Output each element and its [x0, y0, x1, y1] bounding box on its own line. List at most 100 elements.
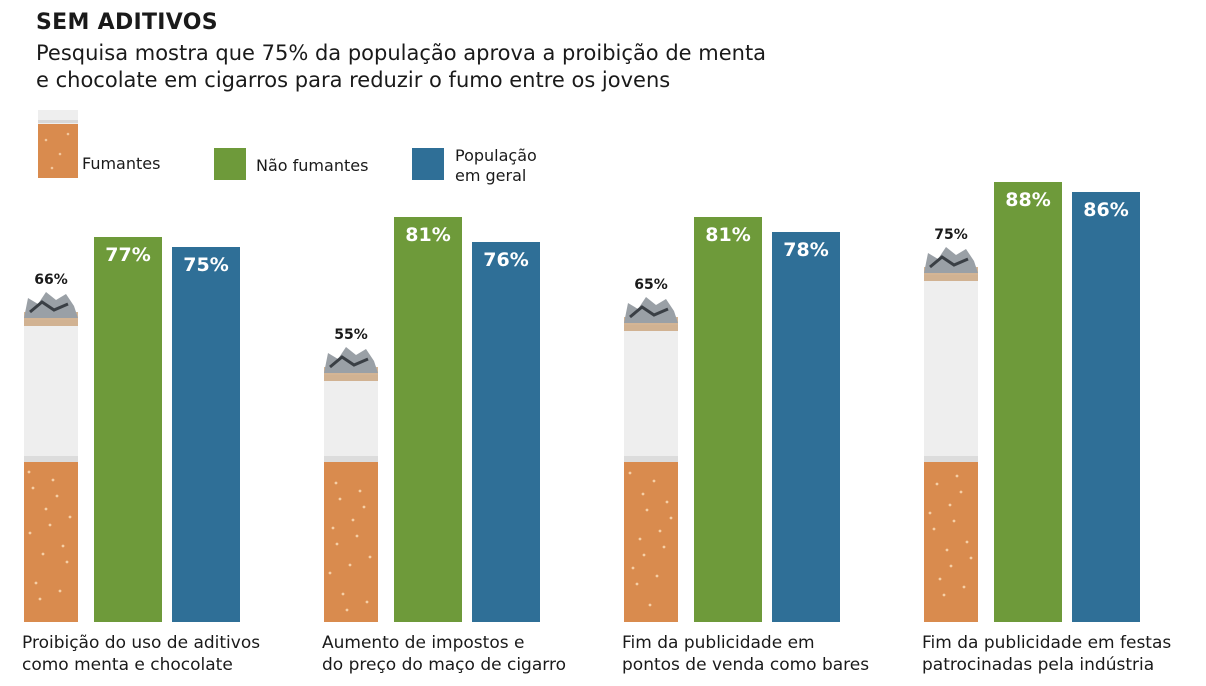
- cigarette-speckle: [28, 531, 32, 535]
- cigarette-speckle: [335, 542, 339, 546]
- cigarette-speckle: [942, 593, 946, 597]
- subtitle-line-1: Pesquisa mostra que 75% da população apr…: [36, 41, 767, 65]
- cigarette-speckle: [38, 597, 42, 601]
- data-label-smokers: 55%: [334, 327, 368, 343]
- bar-general: [772, 232, 840, 622]
- bar-general: [472, 242, 540, 622]
- category-label: Fim da publicidade em pontos de venda co…: [622, 632, 869, 676]
- legend-general-line-1: População: [455, 146, 537, 165]
- cigarette-paper: [24, 320, 78, 462]
- cigarette-speckle: [631, 566, 635, 570]
- cigarette-speckle: [655, 574, 659, 578]
- bar-non-smokers: [994, 182, 1062, 622]
- category-label-line: do preço do maço de cigarro: [322, 655, 566, 675]
- data-label-smokers: 66%: [34, 272, 68, 288]
- cigarette-speckle: [34, 581, 38, 585]
- cigarette-speckle: [638, 537, 642, 541]
- cigarette-speckle: [641, 492, 645, 496]
- chart-subtitle: Pesquisa mostra que 75% da população apr…: [36, 40, 936, 94]
- data-label-smokers: 65%: [634, 277, 668, 293]
- cigarette-ash-shadow: [629, 305, 669, 319]
- category-label-line: Fim da publicidade em: [622, 633, 815, 653]
- cigarette-speckle: [662, 545, 666, 549]
- chart-title: SEM ADITIVOS: [36, 10, 218, 35]
- legend-swatch-non-smokers: [214, 148, 246, 180]
- cigarette-speckle: [945, 548, 949, 552]
- category-label-line: Proibição do uso de aditivos: [22, 633, 261, 653]
- data-label-non-smokers: 81%: [405, 224, 450, 246]
- data-label-smokers: 75%: [934, 227, 968, 243]
- data-label-non-smokers: 77%: [105, 244, 150, 266]
- cigarette-ash: [624, 297, 678, 323]
- cigarette-speckle: [635, 582, 639, 586]
- cigarette-paper-band: [24, 456, 78, 462]
- category-label: Proibição do uso de aditivos como menta …: [22, 632, 260, 676]
- cigarette-speckle: [48, 523, 52, 527]
- cigarette-ash: [924, 247, 978, 273]
- cigarette-filter: [624, 462, 678, 622]
- cigarette-speckle: [628, 471, 632, 475]
- cigarette-speckle: [949, 564, 953, 568]
- cigarette-speckle: [962, 585, 966, 589]
- legend-cigarette-icon: [38, 110, 78, 178]
- cigarette-speckle: [68, 515, 72, 519]
- cigarette-speckle: [27, 470, 31, 474]
- cigarette-speckle: [959, 490, 963, 494]
- cigarette-speckle: [955, 474, 959, 478]
- cigarette-speckle: [665, 500, 669, 504]
- cigarette-paper: [324, 375, 378, 462]
- category-label-line: Fim da publicidade em festas: [922, 633, 1172, 653]
- cigarette-speckle: [61, 544, 65, 548]
- bar-general: [172, 247, 240, 622]
- category-label-line: patrocinadas pela indústria: [922, 655, 1155, 675]
- cigarette-speckle: [31, 486, 35, 490]
- cigarette-paper: [924, 275, 978, 462]
- cigarette-speckle: [55, 494, 59, 498]
- category-label-line: pontos de venda como bares: [622, 655, 870, 675]
- data-label-general: 86%: [1083, 199, 1128, 221]
- cigarette-speckle: [368, 555, 372, 559]
- cigarette-speckle: [362, 505, 366, 509]
- cigarette-speckle: [652, 479, 656, 483]
- cigarette-speckle: [358, 489, 362, 493]
- cigarette-speckle: [355, 534, 359, 538]
- cigarette-speckle: [648, 603, 652, 607]
- cigarette-ash-shadow: [929, 255, 969, 269]
- cigarette-speckle: [341, 592, 345, 596]
- cigarette-speckle: [351, 518, 355, 522]
- data-label-non-smokers: 81%: [705, 224, 750, 246]
- cigarette-speckle: [65, 560, 69, 564]
- cigarette-speckle: [44, 507, 48, 511]
- legend-label-general: População em geral: [455, 146, 537, 186]
- data-label-non-smokers: 88%: [1005, 189, 1050, 211]
- cigarette-speckle: [965, 540, 969, 544]
- cigarette-speckle: [952, 519, 956, 523]
- category-label: Aumento de impostos e do preço do maço d…: [322, 632, 566, 676]
- category-label-line: como menta e chocolate: [22, 655, 233, 675]
- cigarette-speckle: [41, 552, 45, 556]
- bar-general: [1072, 192, 1140, 622]
- cigarette-speckle: [345, 608, 349, 612]
- cigarette-ash-shadow: [329, 355, 369, 369]
- cigarette-speckle: [348, 563, 352, 567]
- legend-label-smokers: Fumantes: [82, 154, 161, 173]
- bar-non-smokers: [94, 237, 162, 622]
- cigarette-speckle: [948, 503, 952, 507]
- cigarette-speckle: [669, 516, 673, 520]
- legend-label-non-smokers: Não fumantes: [256, 156, 369, 175]
- cigarette-filter: [924, 462, 978, 622]
- cigarette-paper-band: [924, 456, 978, 462]
- data-label-general: 76%: [483, 249, 528, 271]
- legend-swatch-general: [412, 148, 444, 180]
- legend-general-line-2: em geral: [455, 166, 527, 185]
- cigarette-speckle: [331, 526, 335, 530]
- cigarette-speckle: [645, 508, 649, 512]
- cigarette-speckle: [938, 577, 942, 581]
- cigarette-speckle: [58, 589, 62, 593]
- cigarette-speckle: [338, 497, 342, 501]
- cigarette-speckle: [365, 600, 369, 604]
- bar-non-smokers: [394, 217, 462, 622]
- bar-non-smokers: [694, 217, 762, 622]
- data-label-general: 75%: [183, 254, 228, 276]
- cigarette-paper: [624, 325, 678, 462]
